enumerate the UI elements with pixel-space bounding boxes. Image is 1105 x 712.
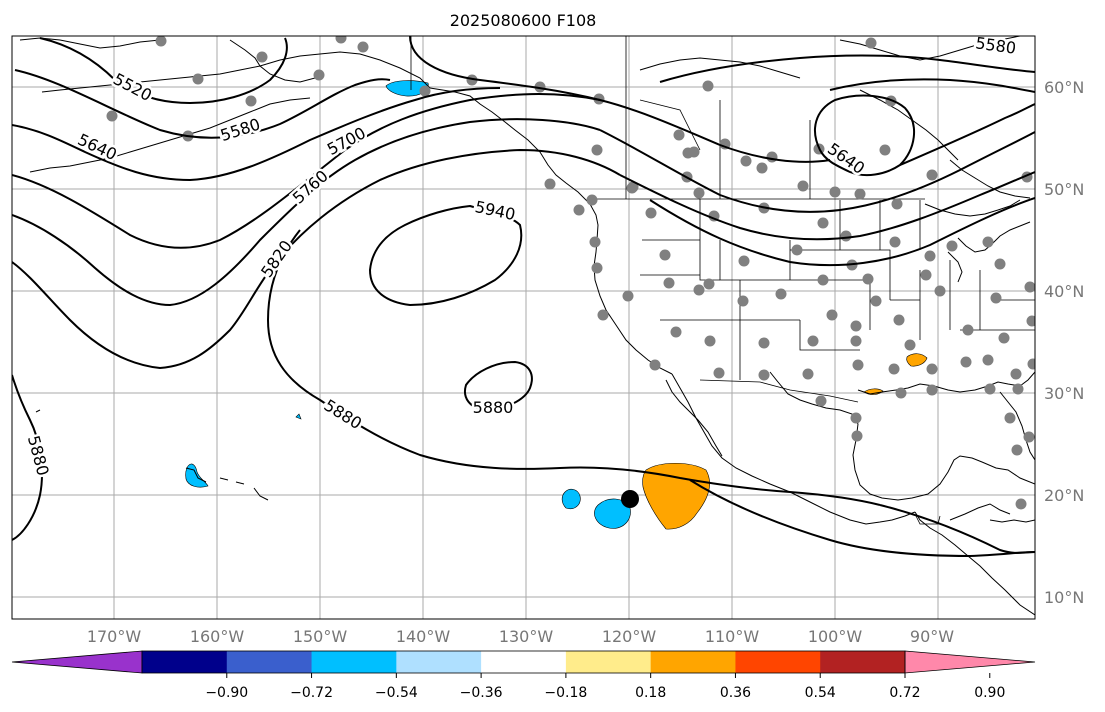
colorbar-tick-label: −0.72: [290, 685, 333, 701]
lon-label: 170°W: [87, 627, 142, 646]
colorbar-segment: [311, 651, 397, 673]
lon-label: 100°W: [808, 627, 863, 646]
lat-label: 40°N: [1044, 282, 1084, 301]
latitude-labels: 60°N 50°N 40°N 30°N 20°N 10°N: [1044, 78, 1084, 607]
height-contours: [12, 36, 1035, 558]
contour-5820: [12, 148, 621, 370]
contour-5580-east: [659, 54, 1035, 83]
colorbar-segment: [820, 651, 906, 673]
contour-5760: [12, 118, 601, 307]
negative-anomaly-west-mexico: [594, 498, 631, 529]
lon-label: 130°W: [499, 627, 554, 646]
graticule: [12, 36, 1035, 619]
contour-5820-east: [649, 197, 1035, 267]
contour-5880-ridge: [266, 229, 881, 506]
colorbar-frame: [141, 650, 906, 674]
lon-label: 160°W: [190, 627, 245, 646]
colorbar-extend-max: [904, 650, 1036, 674]
contour-5640-east: [814, 94, 916, 177]
colorbar-segment: [565, 651, 652, 673]
longitude-labels: 170°W 160°W 150°W 140°W 130°W 120°W 110°…: [87, 627, 954, 646]
negative-anomaly-small: [561, 488, 581, 510]
contour-5640-east2: [829, 78, 1035, 93]
colorbar-segment: [650, 651, 736, 673]
contour-5640-west: [12, 87, 501, 182]
colorbar-tick-label: −0.90: [205, 685, 248, 701]
contour-5880-subtropical: [12, 374, 43, 541]
lon-label: 90°W: [910, 627, 954, 646]
station-markers: [106, 36, 1035, 510]
colorbar-segment: [396, 651, 482, 673]
colorbar-tick-label: 0.72: [889, 685, 920, 701]
colorbar: −0.90 −0.72 −0.54 −0.36 −0.18 0.18 0.36 0.54 0.7…: [11, 650, 1036, 701]
contour-5700: [12, 93, 601, 249]
map-background: [12, 36, 1035, 619]
contour-5700-east2: [899, 103, 1035, 166]
colorbar-segment: [226, 651, 313, 673]
contour-5520: [39, 37, 288, 105]
colorbar-tick-label: −0.54: [375, 685, 418, 701]
colorbar-tick-label: 0.90: [974, 685, 1005, 701]
contour-5880-lower: [689, 479, 1035, 558]
colorbar-tick-label: −0.18: [544, 685, 587, 701]
contour-5580-west: [14, 69, 391, 139]
lat-label: 30°N: [1044, 384, 1084, 403]
positive-anomaly-gulf: [906, 353, 928, 367]
lat-label: 60°N: [1044, 78, 1084, 97]
colorbar-tick-label: 0.36: [720, 685, 751, 701]
lat-label: 10°N: [1044, 588, 1084, 607]
lon-label: 140°W: [396, 627, 451, 646]
lat-label: 50°N: [1044, 180, 1084, 199]
lat-label: 20°N: [1044, 486, 1084, 505]
map-title: 2025080600 F108: [450, 11, 597, 30]
lon-label: 150°W: [293, 627, 348, 646]
contour-5760-east: [619, 171, 1035, 241]
colorbar-extend-min: [11, 650, 143, 674]
contour-label: 5880: [473, 398, 514, 417]
map-frame: [11, 35, 1036, 620]
contour-5700-east: [599, 129, 1035, 213]
colorbar-tick-label: −0.36: [460, 685, 503, 701]
storm-marker: [621, 490, 639, 508]
anomaly-shading: [185, 80, 928, 530]
lon-label: 120°W: [602, 627, 657, 646]
contour-5880-closed: [464, 360, 533, 412]
colorbar-segment: [142, 651, 228, 673]
contour-5940: [368, 204, 523, 307]
negative-anomaly-tiny: [295, 413, 302, 420]
colorbar-segment: [481, 651, 567, 673]
colorbar-tick-label: 0.18: [635, 685, 666, 701]
map-content: [12, 36, 1035, 619]
colorbar-tick-label: 0.54: [805, 685, 836, 701]
contour-5880-main: [409, 36, 831, 163]
lon-label: 110°W: [705, 627, 760, 646]
colorbar-segment: [735, 651, 821, 673]
